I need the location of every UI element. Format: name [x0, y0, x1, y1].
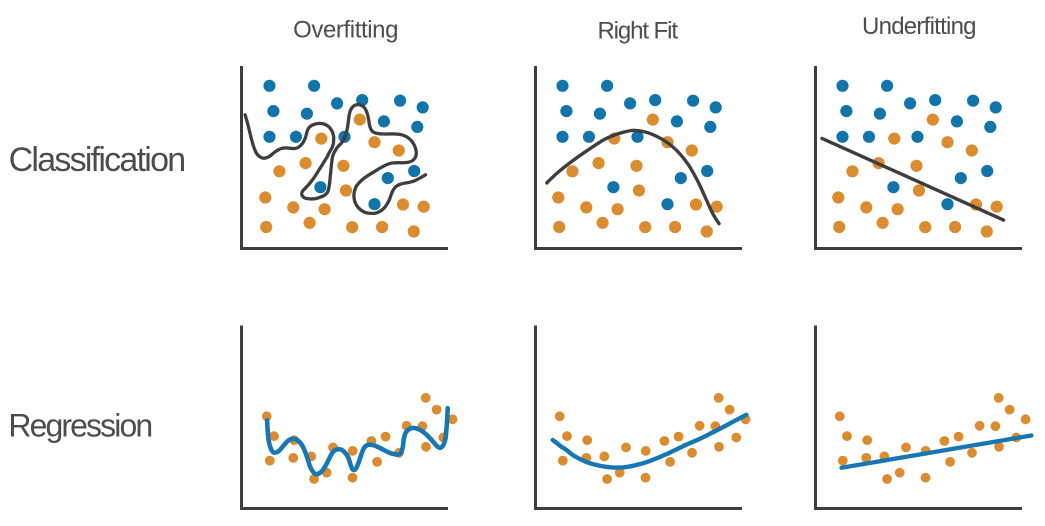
svg-text:Underfitting: Underfitting — [862, 13, 976, 40]
svg-text:Overfitting: Overfitting — [293, 16, 398, 43]
svg-text:Right Fit: Right Fit — [597, 17, 678, 44]
svg-text:Regression: Regression — [8, 407, 151, 443]
svg-text:Classification: Classification — [9, 141, 185, 179]
